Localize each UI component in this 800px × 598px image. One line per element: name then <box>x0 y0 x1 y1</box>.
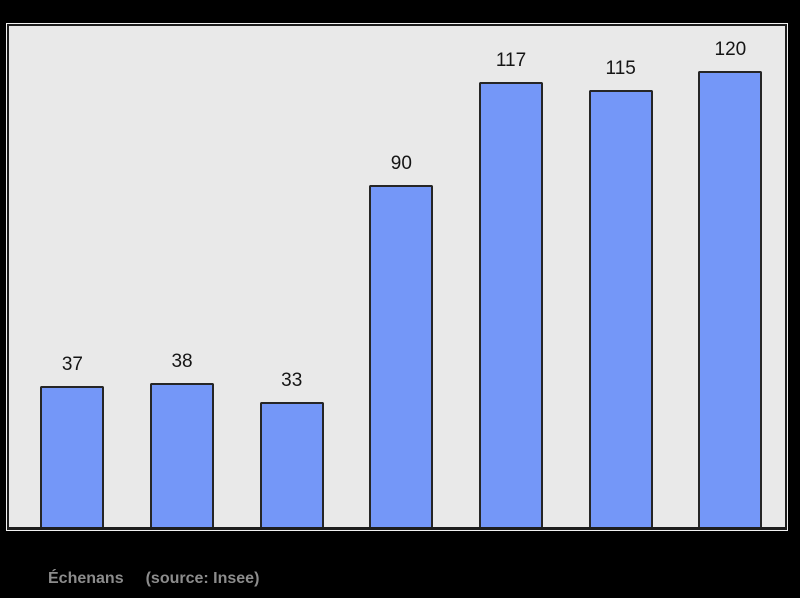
bar-group: 38 <box>150 352 215 527</box>
bar <box>150 383 215 527</box>
bar-group: 120 <box>698 40 763 527</box>
bar <box>369 185 434 527</box>
bar-value-label: 90 <box>390 153 412 174</box>
bar <box>698 71 763 527</box>
chart-caption: Échenans (source: Insee) <box>48 569 259 589</box>
bar <box>259 402 324 527</box>
bar-value-label: 115 <box>605 58 636 79</box>
bar <box>588 90 653 527</box>
bar-group: 90 <box>369 154 434 527</box>
bar-plot-area: 37 38 33 90 117 115 120 <box>9 26 785 527</box>
bar-value-label: 37 <box>61 354 83 375</box>
bar-group: 117 <box>479 51 544 527</box>
bar-group: 37 <box>40 355 105 527</box>
bar <box>40 386 105 527</box>
caption-source-label: (source: Insee) <box>145 570 260 587</box>
bar-value-label: 33 <box>281 370 303 391</box>
bar-value-label: 38 <box>171 351 193 372</box>
bar-value-label: 117 <box>495 50 527 71</box>
bar-value-label: 120 <box>714 39 747 60</box>
bar-group: 115 <box>588 59 653 527</box>
bar-group: 33 <box>259 371 324 527</box>
chart-panel: 37 38 33 90 117 115 120 <box>7 24 787 530</box>
bar <box>479 82 544 527</box>
caption-commune-label: Échenans <box>48 570 124 587</box>
